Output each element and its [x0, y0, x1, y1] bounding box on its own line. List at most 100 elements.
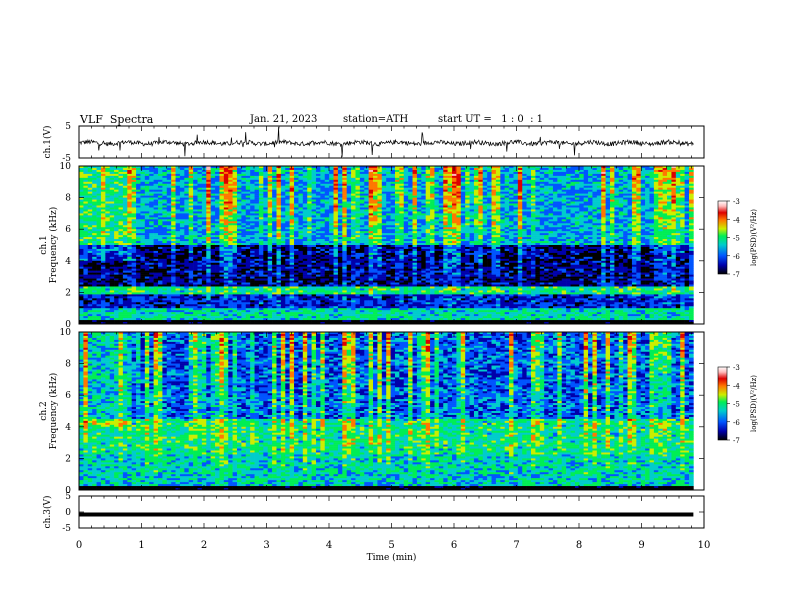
ch1-spectrogram-cell [645, 202, 650, 204]
ch1-spectrogram-cell [250, 194, 255, 196]
ch1-spectrogram-cell [127, 221, 132, 223]
ch1-spectrogram-cell [211, 172, 216, 174]
ch1-spectrogram-cell [272, 231, 277, 233]
ch1-spectrogram-cell [228, 196, 233, 198]
ch1-spectrogram-cell [162, 186, 167, 188]
ch1-spectrogram-cell [645, 172, 650, 174]
ch1-spectrogram-cell [676, 229, 681, 231]
ch1-spectrogram-cell [97, 233, 102, 235]
ch1-spectrogram-cell [202, 180, 207, 182]
ch1-spectrogram-cell [167, 207, 172, 209]
ch1-spectrogram-cell [241, 168, 246, 170]
ch1-spectrogram-cell [531, 213, 536, 215]
ch1-spectrogram-cell [465, 206, 470, 208]
ch1-spectrogram-cell [628, 194, 633, 196]
ch1-spectrogram-cell [448, 223, 453, 225]
ch1-spectrogram-cell [426, 231, 431, 233]
ch1-spectrogram-cell [645, 219, 650, 221]
ch1-spectrogram-cell [663, 198, 668, 200]
ch1-spectrogram-cell [540, 196, 545, 198]
ch1-spectrogram-cell [281, 202, 286, 204]
ch1-spectrogram-cell [342, 200, 347, 202]
ch1-spectrogram-cell [334, 227, 339, 229]
ch1-spectrogram-cell [312, 198, 317, 200]
ch1-spectrogram-cell [456, 196, 461, 198]
ch1-spectrogram-cell [448, 231, 453, 233]
ch1-spectrogram-cell [645, 223, 650, 225]
ch1-spectrogram-cell [189, 233, 194, 235]
ch1-spectrogram-cell [540, 178, 545, 180]
ch1-spectrogram-cell [663, 180, 668, 182]
ch1-spectrogram-cell [241, 172, 246, 174]
ch1-spectrogram-cell [439, 221, 444, 223]
ch1-spectrogram-cell [320, 200, 325, 202]
ch1-spectrogram-cell [566, 221, 571, 223]
ch1-spectrogram-cell [509, 182, 514, 184]
ch1-spectrogram-cell [206, 186, 211, 188]
ch1-spectrogram-cell [509, 190, 514, 192]
ch1-spectrogram-cell [465, 221, 470, 223]
ch1-spectrogram-cell [329, 204, 334, 206]
ch1-spectrogram-cell [500, 206, 505, 208]
ch1-spectrogram-cell [382, 204, 387, 206]
ch1-spectrogram-cell [636, 225, 641, 227]
ch1-spectrogram-cell [211, 180, 216, 182]
ch1-spectrogram-cell [347, 204, 352, 206]
ch1-spectrogram-cell [162, 202, 167, 204]
ch1-spectrogram-cell [312, 211, 317, 213]
ch1-spectrogram-cell [513, 180, 518, 182]
ch1-spectrogram-cell [97, 180, 102, 182]
ch1-spectrogram-cell [478, 223, 483, 225]
ch1-spectrogram-cell [571, 198, 576, 200]
ch1-spectrogram-cell [676, 198, 681, 200]
ch1-spectrogram-cell [386, 196, 391, 198]
ch1-spectrogram-cell [671, 215, 676, 217]
ch1-spectrogram-cell [549, 209, 554, 211]
ch1-spectrogram-cell [386, 223, 391, 225]
ch1-spectrogram-cell [465, 186, 470, 188]
ch1-spectrogram-cell [276, 227, 281, 229]
ch1-spectrogram-cell [597, 233, 602, 235]
ch1-spectrogram-cell [562, 202, 567, 204]
ch1-spectrogram-cell [456, 202, 461, 204]
ch1-spectrogram-cell [386, 174, 391, 176]
ch1-spectrogram-cell [88, 233, 93, 235]
ch1-spectrogram-cell [676, 225, 681, 227]
ch1-spectrogram-cell [645, 231, 650, 233]
ch1-spectrogram-cell [487, 215, 492, 217]
ch1-spectrogram-cell [535, 176, 540, 178]
ch1-spectrogram-cell [623, 194, 628, 196]
ch1-spectrogram-cell [263, 200, 268, 202]
ch1-spectrogram-cell [404, 168, 409, 170]
ch1-spectrogram-cell [487, 211, 492, 213]
ch1-spectrogram-cell [522, 196, 527, 198]
ch1-spectrogram-cell [373, 174, 378, 176]
ch1-spectrogram-cell [496, 217, 501, 219]
ch1-spectrogram-cell [553, 188, 558, 190]
ch1-spectrogram-cell [566, 215, 571, 217]
ch1-spectrogram-cell [329, 198, 334, 200]
ch1-spectrogram-cell [575, 174, 580, 176]
ch1-spectrogram-cell [614, 227, 619, 229]
ch1-spectrogram-cell [171, 209, 176, 211]
ch1-spectrogram-cell [395, 206, 400, 208]
ch1-spectrogram-cell [562, 168, 567, 170]
ch1-spectrogram-cell [114, 202, 119, 204]
ch1-spectrogram-cell [369, 223, 374, 225]
ch1-spectrogram-cell [114, 174, 119, 176]
ch1-spectrogram-cell [259, 176, 264, 178]
ch1-spectrogram-cell [206, 217, 211, 219]
ch1-spectrogram-cell [584, 211, 589, 213]
ch1-spectrogram-cell [193, 178, 198, 180]
ch1-spectrogram-cell [290, 225, 295, 227]
ch1-spectrogram-cell [685, 182, 690, 184]
ch1-spectrogram-cell [329, 206, 334, 208]
ch1-spectrogram-cell [601, 215, 606, 217]
ch1-spectrogram-cell [224, 213, 229, 215]
ch1-spectrogram-cell [364, 182, 369, 184]
ch1-spectrogram-cell [395, 225, 400, 227]
ch1-spectrogram-cell [456, 168, 461, 170]
ch1-spectrogram-cell [535, 198, 540, 200]
ch1-spectrogram-cell [307, 180, 312, 182]
ch1-spectrogram-cell [105, 209, 110, 211]
